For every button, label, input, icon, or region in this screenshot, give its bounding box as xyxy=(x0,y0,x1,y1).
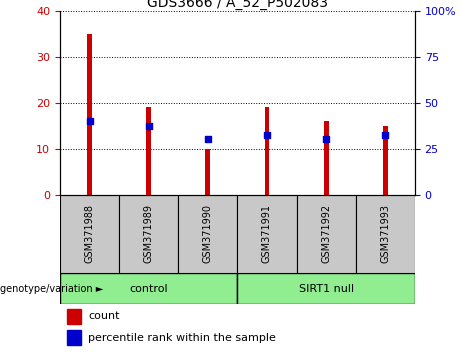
Text: GSM371990: GSM371990 xyxy=(203,204,213,263)
Bar xyxy=(206,149,210,195)
Text: GSM371993: GSM371993 xyxy=(380,204,390,263)
Text: count: count xyxy=(89,311,120,321)
Point xyxy=(322,137,330,142)
Text: genotype/variation ►: genotype/variation ► xyxy=(0,284,103,293)
Bar xyxy=(178,195,237,273)
Bar xyxy=(237,195,296,273)
Bar xyxy=(383,126,388,195)
Text: SIRT1 null: SIRT1 null xyxy=(299,284,354,293)
Point xyxy=(145,123,152,129)
Text: GSM371992: GSM371992 xyxy=(321,204,331,263)
Bar xyxy=(87,34,92,195)
Bar xyxy=(296,195,356,273)
Text: percentile rank within the sample: percentile rank within the sample xyxy=(89,332,276,343)
Bar xyxy=(237,273,415,304)
Text: GSM371988: GSM371988 xyxy=(84,204,95,263)
Bar xyxy=(67,309,81,324)
Bar xyxy=(67,330,81,345)
Point xyxy=(204,137,212,142)
Point xyxy=(263,132,271,138)
Bar xyxy=(146,107,151,195)
Bar xyxy=(356,195,415,273)
Point xyxy=(86,118,93,124)
Bar xyxy=(60,195,119,273)
Bar xyxy=(119,195,178,273)
Bar xyxy=(60,273,237,304)
Text: GSM371989: GSM371989 xyxy=(144,204,154,263)
Bar xyxy=(324,121,329,195)
Bar xyxy=(265,107,269,195)
Point xyxy=(382,132,389,138)
Title: GDS3666 / A_52_P502083: GDS3666 / A_52_P502083 xyxy=(147,0,328,10)
Text: GSM371991: GSM371991 xyxy=(262,204,272,263)
Text: control: control xyxy=(130,284,168,293)
